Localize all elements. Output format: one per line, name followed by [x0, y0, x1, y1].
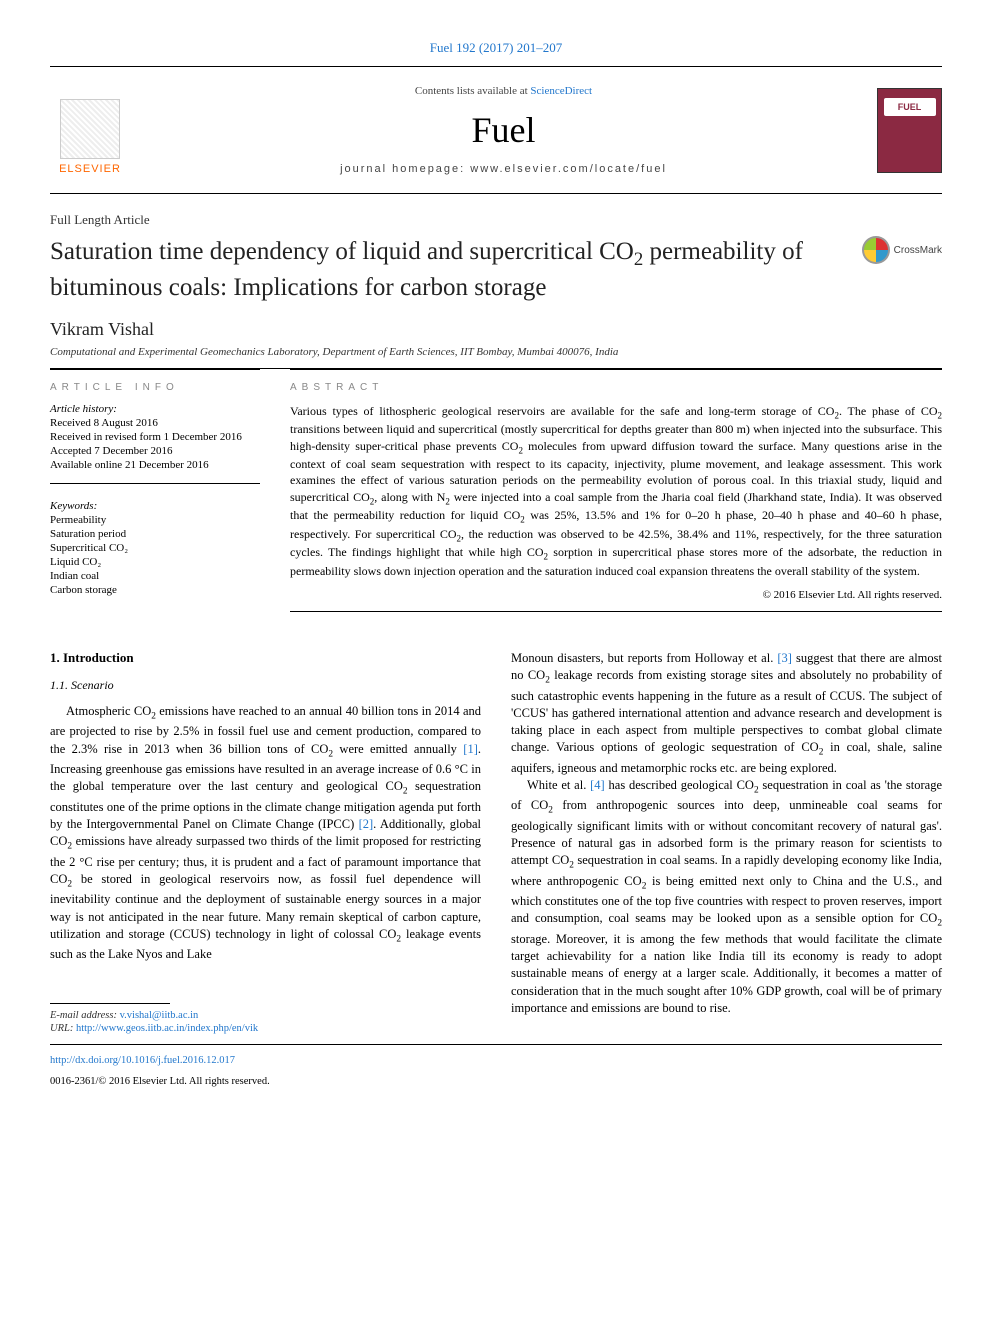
- keyword: Liquid CO₂: [50, 556, 260, 568]
- body-col-right: Monoun disasters, but reports from Hollo…: [511, 650, 942, 1037]
- homepage-prefix: journal homepage:: [340, 163, 470, 175]
- section-heading-1: 1. Introduction: [50, 650, 481, 666]
- crossmark-label: CrossMark: [894, 245, 942, 256]
- footnote-email: E-mail address: v.vishal@iitb.ac.in: [50, 1010, 481, 1021]
- header-center: Contents lists available at ScienceDirec…: [130, 85, 877, 175]
- keyword: Supercritical CO₂: [50, 542, 260, 554]
- email-label: E-mail address:: [50, 1010, 120, 1021]
- publisher-name: ELSEVIER: [59, 163, 121, 175]
- url-label: URL:: [50, 1023, 76, 1034]
- citation: Fuel 192 (2017) 201–207: [50, 40, 942, 56]
- author-name: Vikram Vishal: [50, 319, 942, 340]
- title-row: Saturation time dependency of liquid and…: [50, 236, 942, 305]
- rule-info-mid: [50, 483, 260, 484]
- section-heading-1-1: 1.1. Scenario: [50, 678, 481, 693]
- keyword: Permeability: [50, 514, 260, 526]
- abstract: abstract Various types of lithospheric g…: [290, 369, 942, 612]
- keywords-label: Keywords:: [50, 500, 260, 512]
- article-info: article info Article history: Received 8…: [50, 369, 260, 612]
- article-title: Saturation time dependency of liquid and…: [50, 236, 862, 305]
- crossmark-icon: [862, 236, 890, 264]
- cover-title: FUEL: [884, 98, 936, 116]
- affiliation: Computational and Experimental Geomechan…: [50, 346, 942, 358]
- history-item: Received 8 August 2016: [50, 417, 260, 429]
- homepage-url[interactable]: www.elsevier.com/locate/fuel: [470, 163, 667, 175]
- footnote-url: URL: http://www.geos.iitb.ac.in/index.ph…: [50, 1023, 481, 1034]
- history-label: Article history:: [50, 403, 260, 415]
- crossmark-badge[interactable]: CrossMark: [862, 236, 942, 264]
- info-abstract-row: article info Article history: Received 8…: [50, 369, 942, 612]
- sciencedirect-link[interactable]: ScienceDirect: [530, 85, 592, 97]
- body-columns: 1. Introduction 1.1. Scenario Atmospheri…: [50, 650, 942, 1037]
- journal-header: ELSEVIER Contents lists available at Sci…: [50, 75, 942, 185]
- footnote-rule: [50, 1003, 170, 1004]
- history-item: Accepted 7 December 2016: [50, 445, 260, 457]
- history-item: Received in revised form 1 December 2016: [50, 431, 260, 443]
- keyword: Carbon storage: [50, 584, 260, 596]
- body-paragraph: Atmospheric CO2 emissions have reached t…: [50, 703, 481, 964]
- doi-link[interactable]: http://dx.doi.org/10.1016/j.fuel.2016.12…: [50, 1055, 235, 1066]
- url-link[interactable]: http://www.geos.iitb.ac.in/index.php/en/…: [76, 1023, 258, 1034]
- body-paragraph: Monoun disasters, but reports from Hollo…: [511, 650, 942, 777]
- rule-abstract-bottom: [290, 611, 942, 612]
- elsevier-tree-icon: [60, 99, 120, 159]
- info-heading: article info: [50, 382, 260, 393]
- email-link[interactable]: v.vishal@iitb.ac.in: [120, 1010, 199, 1021]
- contents-line: Contents lists available at ScienceDirec…: [130, 85, 877, 97]
- contents-prefix: Contents lists available at: [415, 85, 530, 97]
- body-col-left: 1. Introduction 1.1. Scenario Atmospheri…: [50, 650, 481, 1037]
- homepage-line: journal homepage: www.elsevier.com/locat…: [130, 163, 877, 175]
- publisher-logo: ELSEVIER: [50, 85, 130, 175]
- keyword: Indian coal: [50, 570, 260, 582]
- abstract-copyright: © 2016 Elsevier Ltd. All rights reserved…: [290, 589, 942, 601]
- rule-top: [50, 66, 942, 67]
- rule-footer: [50, 1044, 942, 1045]
- keyword: Saturation period: [50, 528, 260, 540]
- journal-name: Fuel: [130, 109, 877, 151]
- journal-cover: FUEL: [877, 88, 942, 173]
- article-type: Full Length Article: [50, 212, 942, 228]
- body-paragraph: White et al. [4] has described geologica…: [511, 777, 942, 1017]
- footer-doi: http://dx.doi.org/10.1016/j.fuel.2016.12…: [50, 1055, 942, 1066]
- abstract-heading: abstract: [290, 382, 942, 393]
- footer-issn: 0016-2361/© 2016 Elsevier Ltd. All right…: [50, 1076, 942, 1087]
- history-item: Available online 21 December 2016: [50, 459, 260, 471]
- rule-header-bottom: [50, 193, 942, 194]
- abstract-text: Various types of lithospheric geological…: [290, 403, 942, 579]
